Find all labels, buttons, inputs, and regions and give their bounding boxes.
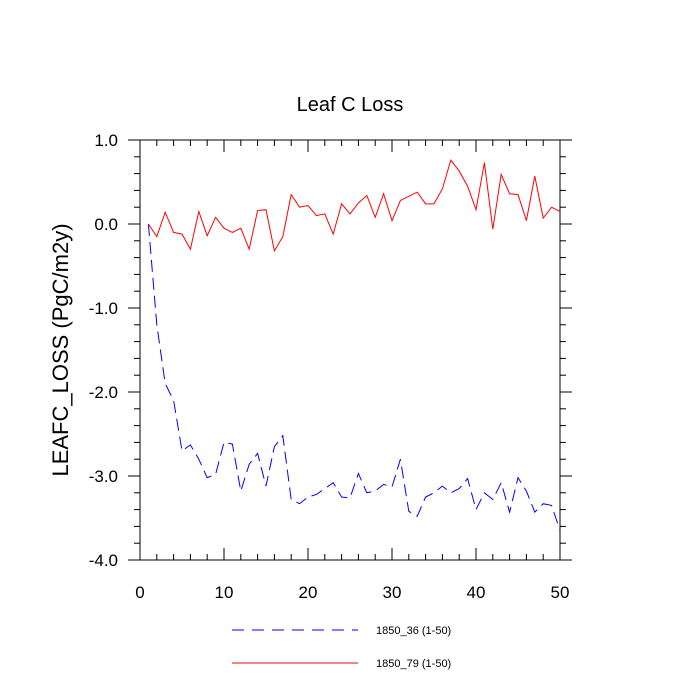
x-tick-label: 30 [383,583,402,602]
y-tick-label: -1.0 [89,299,118,318]
series-line-1 [147,159,561,253]
y-tick-label: -4.0 [89,551,118,570]
x-tick-label: 40 [467,583,486,602]
axis-tick-labels: 0 10 20 30 40 50 -4.0 -3.0 -2.0 -1.0 0.0 1.0 [89,131,570,602]
chart-title: Leaf C Loss [297,94,404,116]
y-tick-label: 1.0 [94,131,118,150]
x-tick-label: 20 [299,583,318,602]
x-tick-label: 50 [551,583,570,602]
y-tick-label: 0.0 [94,215,118,234]
x-tick-label: 0 [135,583,144,602]
y-tick-label: -3.0 [89,467,118,486]
plot-frame [139,139,561,561]
legend: 1850_36 (1-50) 1850_79 (1-50) [232,625,451,670]
data-series [147,159,561,531]
legend-label-0: 1850_36 (1-50) [376,625,451,637]
x-tick-label: 10 [215,583,234,602]
legend-label-1: 1850_79 (1-50) [376,658,451,670]
axis-ticks [128,139,572,561]
y-tick-label: -2.0 [89,383,118,402]
y-axis-label: LEAFC_LOSS (PgC/m2y) [48,223,73,476]
series-line-0 [147,223,561,531]
